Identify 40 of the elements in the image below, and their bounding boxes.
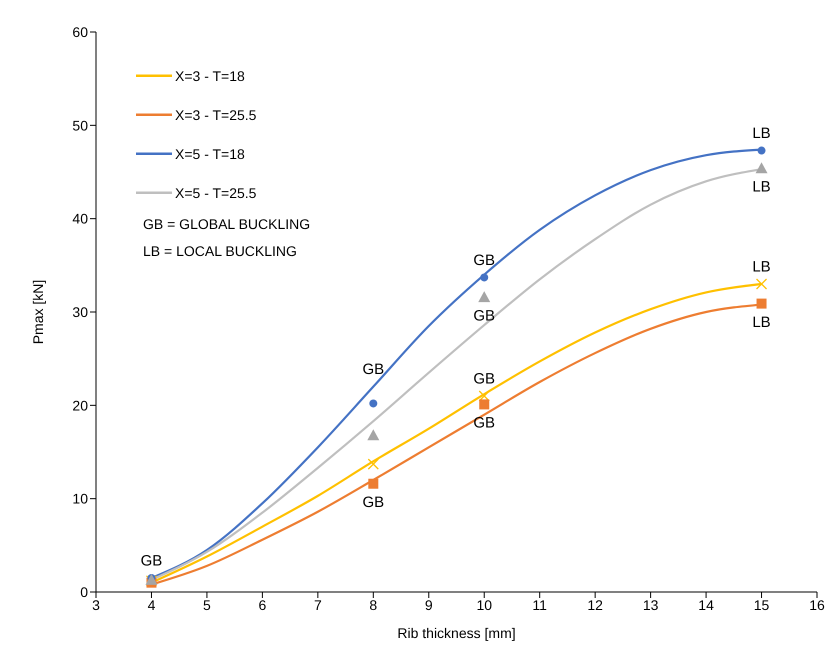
legend-label: X=3 - T=25.5: [175, 106, 256, 122]
x-tick-label: 7: [314, 596, 322, 613]
x-axis-title: Rib thickness [mm]: [397, 625, 516, 641]
y-tick-label: 50: [72, 117, 88, 134]
annotation: GB: [362, 494, 384, 512]
x-tick-label: 12: [587, 596, 604, 613]
x-tick-label: 10: [476, 596, 492, 613]
x-tick-label: 15: [754, 596, 770, 613]
annotation: GB: [473, 307, 496, 324]
annotation: LB = LOCAL BUCKLING: [143, 242, 298, 261]
x-tick-label: 9: [424, 596, 433, 613]
annotation: LB: [752, 178, 771, 196]
x-tick-label: 13: [642, 596, 659, 613]
x-tick-label: 6: [258, 596, 266, 613]
y-tick-label: 20: [72, 397, 88, 414]
x-tick-label: 8: [369, 596, 378, 613]
annotation: LB: [752, 314, 771, 331]
y-tick-label: 40: [72, 210, 88, 227]
annotation: GB: [362, 360, 384, 378]
y-tick-label: 0: [80, 584, 88, 600]
x-tick-label: 11: [532, 596, 548, 613]
x-tick-label: 16: [809, 596, 825, 613]
y-tick-label: 10: [72, 490, 88, 507]
x-tick-label: 5: [203, 596, 212, 613]
y-axis-title: Pmax [kN]: [30, 280, 46, 344]
annotation: LB: [752, 258, 771, 276]
x-tick-label: 4: [148, 596, 156, 613]
legend-label: X=5 - T=18: [175, 146, 245, 162]
x-tick-label: 14: [698, 596, 714, 613]
annotation: GB: [473, 252, 496, 269]
annotation: GB: [140, 552, 162, 570]
legend-label: X=3 - T=18: [175, 68, 245, 84]
legend-label: X=5 - T=25.5: [175, 184, 256, 200]
x-tick-label: 3: [92, 596, 100, 613]
annotation: GB: [473, 370, 496, 388]
y-tick-label: 30: [72, 304, 88, 320]
annotation: LB: [752, 124, 771, 142]
y-tick-label: 60: [72, 24, 88, 40]
annotation: GB: [473, 414, 496, 432]
annotation: GB = GLOBAL BUCKLING: [143, 215, 310, 234]
